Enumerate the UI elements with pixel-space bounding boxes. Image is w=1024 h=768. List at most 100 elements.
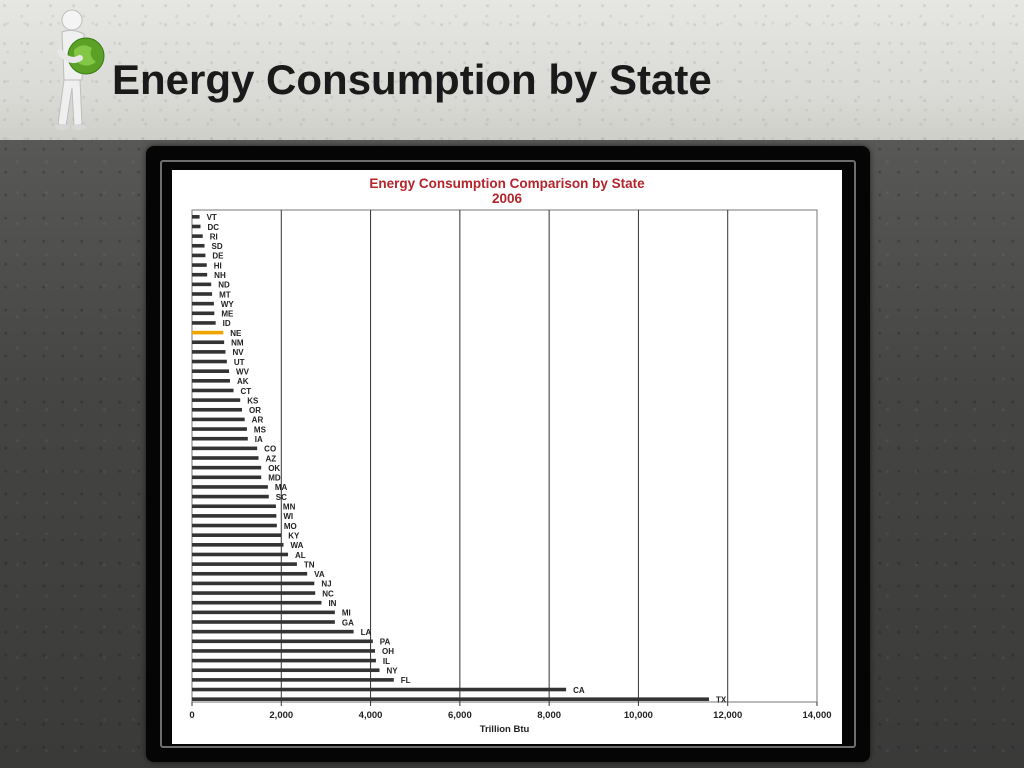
bar-label-tn: TN — [304, 560, 315, 569]
bar-label-wi: WI — [283, 512, 293, 521]
bar-mo — [192, 523, 277, 528]
bar-label-ar: AR — [252, 416, 264, 425]
bar-label-co: CO — [264, 445, 276, 454]
bar-label-ut: UT — [234, 358, 245, 367]
x-tick-label: 0 — [189, 710, 194, 721]
bar-label-al: AL — [295, 551, 306, 560]
bar-label-mt: MT — [219, 290, 231, 299]
bar-label-sd: SD — [212, 242, 223, 251]
bar-label-oh: OH — [382, 647, 394, 656]
bar-label-tx: TX — [716, 695, 727, 704]
bar-label-fl: FL — [401, 676, 411, 685]
header-band — [0, 0, 1024, 140]
bar-label-nj: NJ — [321, 580, 331, 589]
bar-label-mo: MO — [284, 522, 297, 531]
bar-label-md: MD — [268, 474, 281, 483]
bar-oh — [192, 649, 376, 653]
bar-label-vt: VT — [207, 213, 217, 222]
bar-tn — [192, 562, 297, 566]
x-tick-label: 10,000 — [624, 710, 653, 721]
x-tick-label: 4,000 — [359, 710, 383, 721]
bar-wa — [192, 543, 284, 547]
bar-label-ms: MS — [254, 425, 267, 434]
bar-label-la: LA — [361, 628, 372, 637]
bar-ak — [192, 379, 230, 383]
bar-ia — [192, 436, 248, 441]
bar-label-or: OR — [249, 406, 261, 415]
bar-co — [192, 446, 258, 451]
bar-label-hi: HI — [214, 261, 222, 270]
bar-nv — [192, 350, 226, 354]
bar-label-nc: NC — [322, 589, 334, 598]
bar-ny — [192, 668, 380, 673]
bar-label-ky: KY — [288, 531, 300, 540]
bar-label-ga: GA — [342, 618, 354, 627]
bar-ky — [192, 533, 282, 537]
bar-wi — [192, 514, 277, 518]
bar-label-in: IN — [328, 599, 336, 608]
x-tick-label: 12,000 — [713, 710, 742, 721]
bar-chart: 0 2,000 4,000 6,000 8,000 10,000 12,000 14,000 T… — [189, 209, 832, 735]
bar-ca — [192, 687, 567, 692]
bar-label-nm: NM — [231, 339, 244, 348]
bar-label-pa: PA — [380, 638, 391, 647]
bar-al — [192, 552, 288, 557]
bar-label-ri: RI — [210, 232, 218, 241]
bar-hi — [192, 263, 207, 267]
bar-dc — [192, 224, 201, 229]
x-tick-label: 2,000 — [269, 710, 293, 721]
bar-ok — [192, 465, 262, 470]
bar-label-nd: ND — [218, 281, 230, 290]
bar-label-il: IL — [383, 657, 390, 666]
bar-mn — [192, 504, 276, 509]
bar-label-wa: WA — [291, 541, 304, 550]
bar-mt — [192, 292, 213, 296]
bar-md — [192, 475, 262, 480]
bar-label-dc: DC — [207, 223, 219, 232]
bar-nc — [192, 591, 316, 595]
chart-subtitle: 2006 — [491, 191, 523, 206]
bar-de — [192, 253, 206, 258]
x-tick-label: 8,000 — [537, 710, 561, 721]
bar-ma — [192, 485, 268, 489]
bar-label-az: AZ — [266, 454, 277, 463]
bar-label-ma: MA — [275, 483, 288, 492]
bar-label-mi: MI — [342, 609, 351, 618]
bar-la — [192, 629, 354, 634]
bar-ks — [192, 398, 241, 402]
bar-label-ca: CA — [573, 686, 585, 695]
bar-label-ne: NE — [230, 329, 242, 338]
bar-tx — [192, 697, 709, 701]
slide-title: Energy Consumption by State — [112, 56, 712, 103]
bar-ga — [192, 620, 335, 624]
bar-sc — [192, 494, 269, 499]
bar-label-nv: NV — [232, 348, 244, 357]
bar-id — [192, 321, 216, 325]
bar-label-ok: OK — [268, 464, 280, 473]
bar-nm — [192, 340, 225, 345]
bar-label-sc: SC — [276, 493, 287, 502]
bar-or — [192, 407, 242, 412]
x-tick-label: 14,000 — [802, 710, 831, 721]
bar-ri — [192, 234, 203, 238]
bar-sd — [192, 243, 205, 248]
bar-az — [192, 456, 259, 460]
x-tick-label: 6,000 — [448, 710, 472, 721]
bar-vt — [192, 215, 200, 219]
bar-label-ct: CT — [241, 387, 252, 396]
bar-ar — [192, 417, 245, 422]
bar-label-ny: NY — [387, 667, 399, 676]
bar-label-me: ME — [221, 310, 234, 319]
bar-nd — [192, 282, 212, 287]
bar-nj — [192, 581, 315, 586]
bar-ut — [192, 359, 227, 364]
bar-label-va: VA — [314, 570, 325, 579]
bar-wy — [192, 301, 214, 306]
bar-fl — [192, 678, 394, 682]
bar-label-mn: MN — [283, 503, 296, 512]
bar-ms — [192, 427, 247, 431]
chart-area: Energy Consumption Comparison by State 2… — [172, 170, 842, 744]
bar-wv — [192, 369, 230, 373]
bar-me — [192, 311, 215, 316]
bar-pa — [192, 639, 373, 644]
